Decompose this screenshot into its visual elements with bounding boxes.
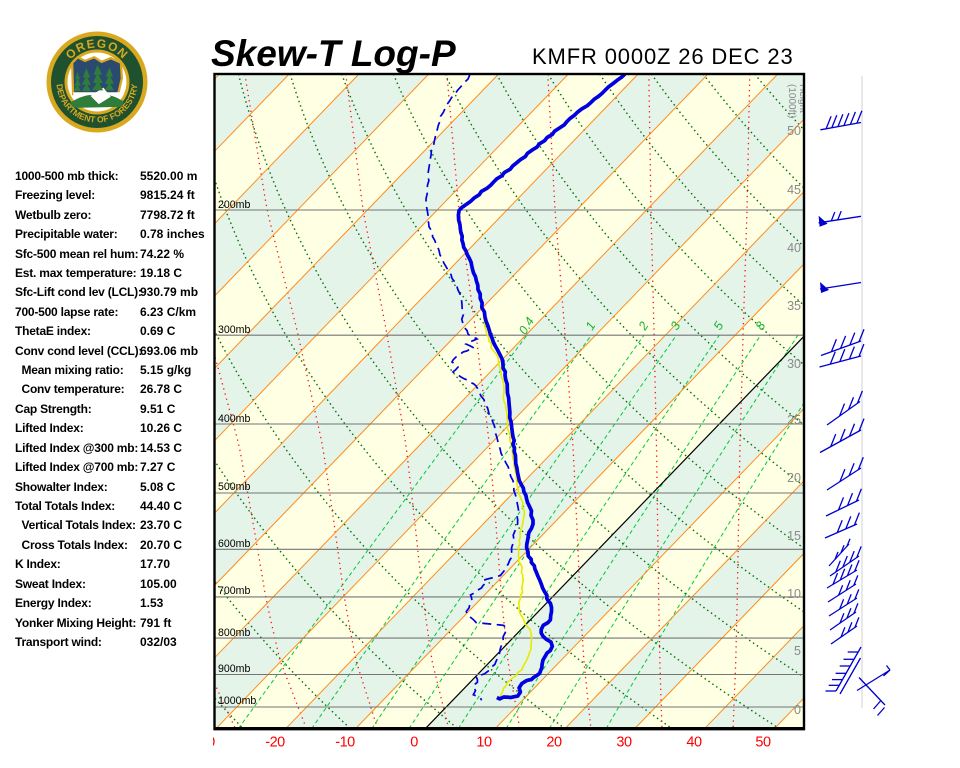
svg-text:300mb: 300mb: [218, 324, 250, 336]
svg-text:800mb: 800mb: [218, 627, 250, 639]
svg-text:30: 30: [787, 357, 801, 371]
svg-text:400mb: 400mb: [218, 413, 250, 425]
svg-text:10: 10: [476, 735, 492, 751]
svg-text:40: 40: [686, 735, 702, 751]
svg-text:45: 45: [787, 183, 801, 197]
svg-text:10: 10: [787, 587, 801, 601]
svg-text:15: 15: [787, 529, 801, 543]
svg-text:200mb: 200mb: [218, 199, 250, 211]
svg-text:700mb: 700mb: [218, 585, 250, 597]
svg-text:50: 50: [755, 735, 771, 751]
svg-text:20: 20: [546, 735, 562, 751]
svg-text:-30: -30: [195, 735, 215, 751]
svg-text:20: 20: [787, 471, 801, 485]
svg-text:35: 35: [787, 299, 801, 313]
svg-text:900mb: 900mb: [218, 663, 250, 675]
svg-text:(1000ft): (1000ft): [786, 84, 797, 118]
svg-text:600mb: 600mb: [218, 538, 250, 550]
svg-text:1000mb: 1000mb: [218, 695, 256, 707]
svg-text:30: 30: [616, 735, 632, 751]
svg-text:5: 5: [794, 644, 801, 658]
svg-text:-20: -20: [265, 735, 285, 751]
svg-text:-10: -10: [335, 735, 355, 751]
svg-text:0: 0: [410, 735, 418, 751]
svg-text:50: 50: [787, 124, 801, 138]
svg-text:Height: Height: [797, 84, 808, 113]
svg-text:40: 40: [787, 241, 801, 255]
svg-text:0: 0: [794, 703, 801, 717]
svg-text:25: 25: [787, 413, 801, 427]
svg-text:500mb: 500mb: [218, 481, 250, 493]
